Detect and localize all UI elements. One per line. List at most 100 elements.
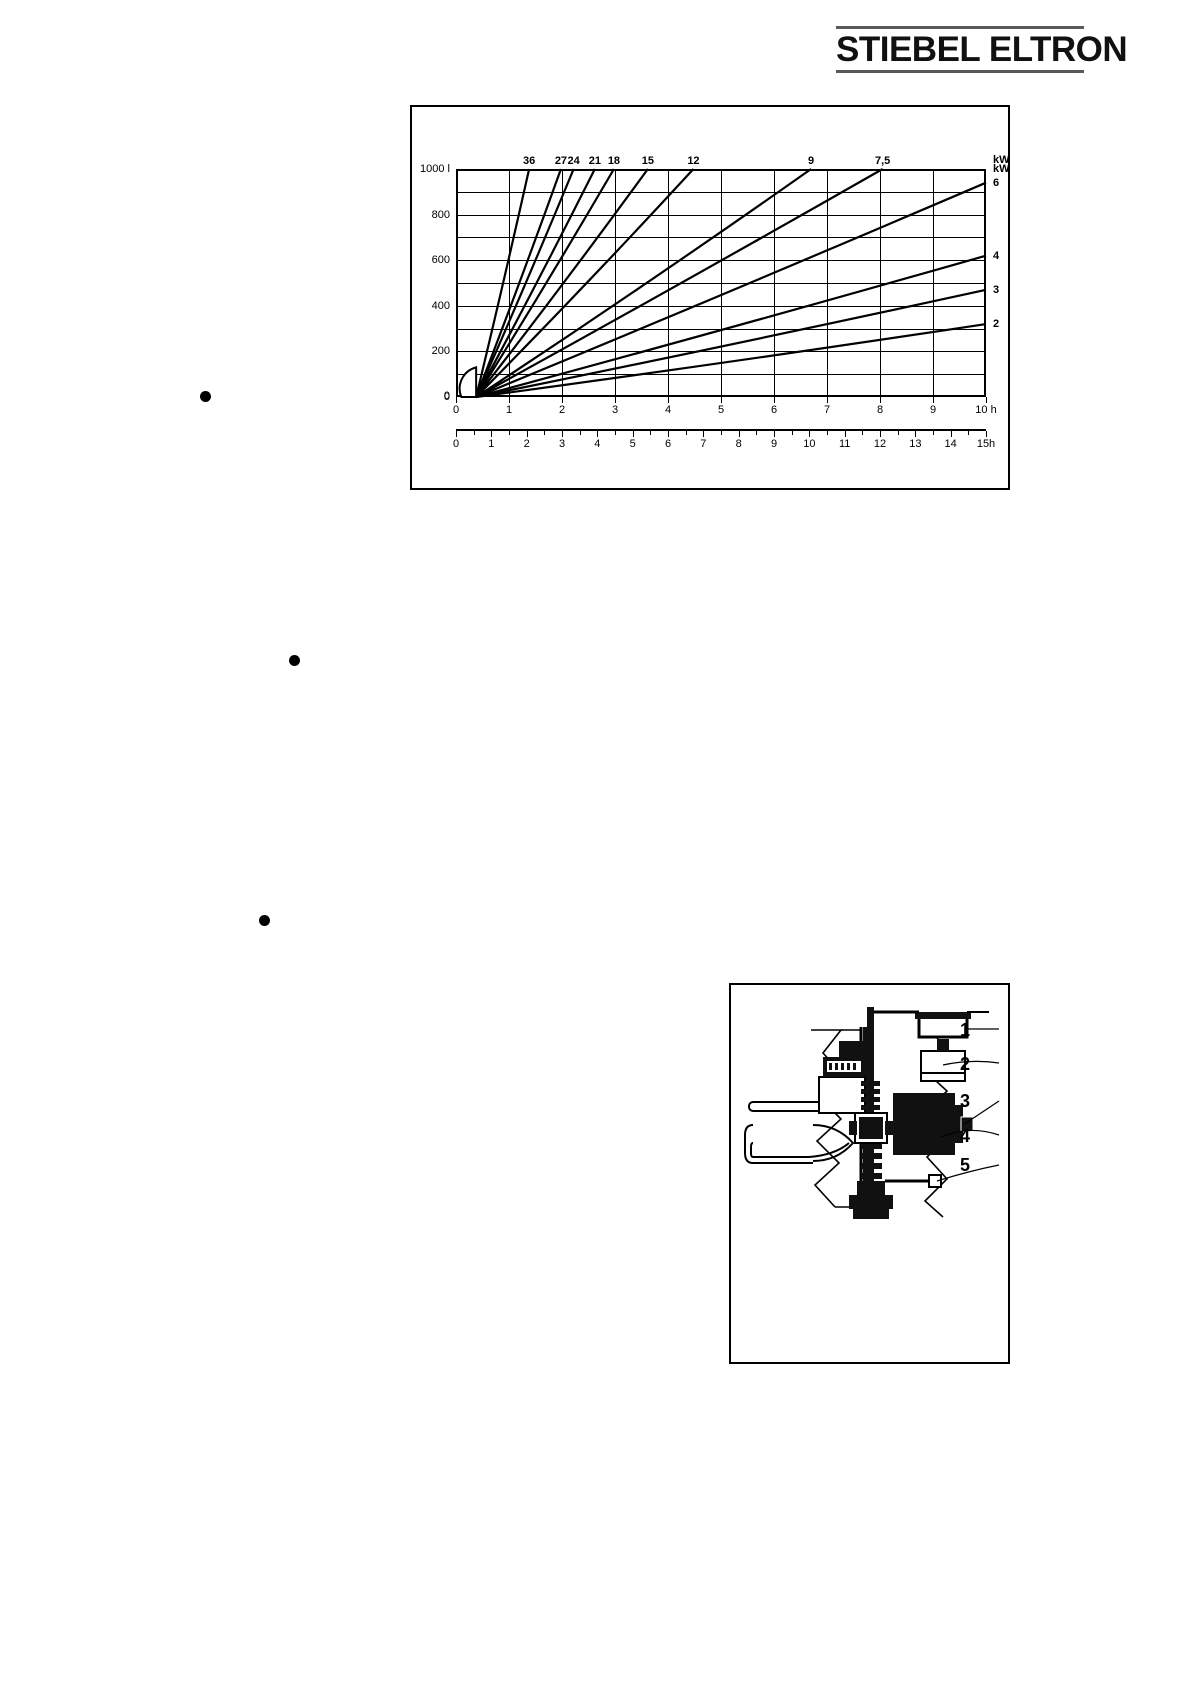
top-kw-label: 24 bbox=[567, 155, 580, 167]
y-axis-tick-label: 0 bbox=[443, 391, 450, 403]
y-axis-tick-label: 600 bbox=[431, 254, 450, 267]
power-curve bbox=[475, 168, 649, 398]
top-kw-label: 7,5 bbox=[874, 155, 891, 167]
right-kw-label: 3 bbox=[993, 283, 1000, 296]
chart-kw-unit-outer: kW bbox=[993, 154, 1010, 166]
x-axis-secondary-label: 15h bbox=[976, 438, 996, 450]
heating-time-chart-figure: 0 200 400 600 800 1000 l 36 27 24 21 18 15 12 9 7,5 k… bbox=[410, 105, 1010, 490]
x-axis-secondary-tick bbox=[986, 431, 987, 437]
x-axis-secondary-tick bbox=[738, 431, 740, 437]
power-curve bbox=[475, 168, 695, 398]
bullet-marker-3 bbox=[259, 915, 270, 926]
gridline-vertical bbox=[509, 169, 510, 397]
x-axis-secondary-label: 7 bbox=[700, 438, 707, 450]
x-axis-primary-label: 2 bbox=[558, 404, 566, 416]
diagram-callout-3: 3 bbox=[960, 1091, 971, 1111]
x-axis-secondary-tick bbox=[456, 431, 457, 437]
flange-assembly-drawing bbox=[744, 1007, 1000, 1219]
power-curve bbox=[475, 168, 562, 398]
top-kw-label: 36 bbox=[523, 155, 536, 167]
gridline-vertical bbox=[880, 169, 881, 397]
power-curve bbox=[475, 168, 596, 398]
top-kw-label: 27 bbox=[554, 155, 568, 167]
diagram-callout-4: 4 bbox=[960, 1126, 971, 1146]
x-axis-primary-label: 4 bbox=[664, 404, 672, 416]
x-axis-primary-tick bbox=[562, 397, 563, 403]
y-axis-tick-label: 400 bbox=[431, 299, 450, 312]
x-axis-secondary-minor-tick bbox=[650, 431, 652, 435]
x-axis-secondary-minor-tick bbox=[827, 431, 828, 435]
top-kw-label: 12 bbox=[687, 155, 700, 167]
x-axis-secondary-label: 3 bbox=[558, 438, 566, 450]
gridline-vertical bbox=[774, 169, 775, 397]
y-axis-tick-label: 800 bbox=[431, 208, 450, 221]
origin-fan-arc bbox=[458, 366, 478, 398]
x-axis-primary-tick bbox=[615, 397, 616, 403]
power-curve bbox=[475, 168, 575, 398]
diagram-callout-5: 5 bbox=[960, 1155, 971, 1175]
y-axis-tick-label: 200 bbox=[431, 345, 450, 358]
x-axis-secondary-tick bbox=[703, 431, 705, 437]
bullet-marker-1 bbox=[200, 391, 211, 402]
x-axis-secondary-label: 11 bbox=[838, 438, 851, 450]
x-axis-secondary-minor-tick bbox=[544, 431, 546, 435]
x-axis-secondary-label: 13 bbox=[909, 438, 922, 450]
x-axis-primary-label: 10 h bbox=[975, 404, 997, 416]
x-axis-primary-label: 1 bbox=[505, 404, 513, 416]
x-axis-primary-label: 8 bbox=[876, 404, 884, 416]
chart-x-axis-secondary: 0 1 2 3 4 5 6 7 8 9 10 11 12 13 14 15h bbox=[452, 429, 995, 455]
power-curve bbox=[475, 288, 987, 399]
x-axis-primary-tick bbox=[668, 397, 669, 403]
x-axis-secondary-minor-tick bbox=[933, 431, 934, 435]
right-kw-label: 6 bbox=[993, 176, 1000, 189]
x-axis-secondary-tick bbox=[915, 431, 917, 437]
x-axis-secondary-label: 9 bbox=[770, 438, 778, 450]
chart-power-curves bbox=[458, 168, 987, 399]
flange-assembly-diagram-figure: 1 2 3 4 5 bbox=[729, 983, 1010, 1364]
brand-header: STIEBEL ELTRON bbox=[836, 26, 1128, 73]
x-axis-primary-tick bbox=[721, 397, 722, 403]
x-axis-secondary-label: 8 bbox=[735, 438, 742, 450]
x-axis-secondary-tick bbox=[491, 431, 493, 437]
x-axis-secondary-tick bbox=[844, 431, 846, 437]
x-axis-secondary-tick bbox=[809, 431, 811, 437]
x-axis-secondary-tick bbox=[597, 431, 599, 437]
chart-origin-label: 0 bbox=[443, 390, 450, 402]
power-curve bbox=[475, 254, 987, 399]
x-axis-secondary-minor-tick bbox=[579, 431, 581, 435]
power-curve bbox=[475, 322, 987, 399]
x-axis-primary-label: 9 bbox=[929, 404, 937, 416]
x-axis-primary-tick bbox=[986, 397, 987, 403]
x-axis-secondary-minor-tick bbox=[615, 431, 616, 435]
x-axis-secondary-minor-tick bbox=[897, 431, 899, 435]
brand-rule-top bbox=[836, 26, 1084, 29]
x-axis-primary-tick bbox=[456, 397, 457, 403]
secondary-axis-rule bbox=[456, 429, 986, 431]
x-axis-secondary-minor-tick bbox=[968, 431, 970, 435]
x-axis-secondary-minor-tick bbox=[756, 431, 758, 435]
diagram-callout-1: 1 bbox=[960, 1020, 971, 1040]
x-axis-secondary-label: 2 bbox=[523, 438, 530, 450]
power-curve bbox=[475, 168, 812, 398]
right-kw-label: 4 bbox=[993, 249, 1000, 262]
x-axis-secondary-tick bbox=[950, 431, 952, 437]
x-axis-secondary-minor-tick bbox=[509, 431, 510, 435]
gridline-vertical bbox=[933, 169, 934, 397]
x-axis-primary-label: 3 bbox=[611, 404, 619, 416]
x-axis-primary-tick bbox=[933, 397, 934, 403]
right-kw-label: 2 bbox=[993, 318, 1000, 331]
x-axis-secondary-label: 1 bbox=[488, 438, 495, 450]
x-axis-secondary-label: 5 bbox=[629, 438, 636, 450]
top-kw-label: 21 bbox=[588, 155, 601, 167]
x-axis-secondary-label: 12 bbox=[873, 438, 887, 450]
top-kw-label: 18 bbox=[607, 155, 621, 167]
chart-inner: 0 200 400 600 800 1000 l 36 27 24 21 18 15 12 9 7,5 k… bbox=[412, 107, 1010, 488]
brand-wordmark: STIEBEL ELTRON bbox=[836, 30, 1128, 69]
diagram-callout-2: 2 bbox=[960, 1054, 971, 1074]
power-curve bbox=[475, 181, 987, 399]
top-kw-label: 9 bbox=[808, 155, 815, 167]
gridline-vertical bbox=[721, 169, 722, 397]
x-axis-secondary-label: 10 bbox=[803, 438, 816, 450]
x-axis-primary-label: 7 bbox=[823, 404, 831, 416]
x-axis-secondary-label: 0 bbox=[452, 438, 460, 450]
